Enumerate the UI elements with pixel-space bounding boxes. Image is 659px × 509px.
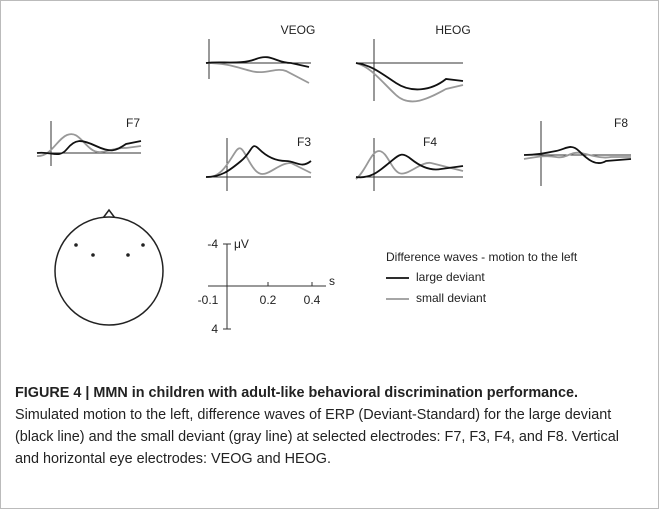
legend-title: Difference waves - motion to the left [386,250,578,264]
scale-label: 4 [211,322,218,336]
scale-unit: s [329,274,335,288]
panel-heog: HEOG [355,23,471,103]
panel-f8: F8 [523,116,632,186]
legend-label: small deviant [416,291,487,305]
legend-label: large deviant [416,270,485,284]
waveform [205,145,312,178]
scale-label: 0.4 [304,293,321,307]
scale-label: 0.2 [260,293,277,307]
caption: FIGURE 4 | MMN in children with adult-li… [15,382,645,470]
panel-label: F7 [126,116,140,130]
waveform [523,151,631,160]
scale-label: -4 [207,237,218,251]
waveform [355,62,464,91]
panel-veog: VEOG [205,23,316,84]
waveform [205,62,310,84]
waveform [523,146,632,164]
panel-f3: F3 [205,135,312,191]
waveform [355,62,464,103]
head-diagram [54,208,164,326]
panel-label: F3 [297,135,311,149]
panel-label: F8 [614,116,628,130]
scale-label: -0.1 [198,293,219,307]
waveform [355,153,464,179]
panel-label: VEOG [281,23,316,37]
panel-label: F4 [423,135,437,149]
panel-label: HEOG [435,23,470,37]
scale-bar: -4 μV 4 s -0.1 0.2 0.4 [198,237,335,336]
scale-unit: μV [234,237,249,251]
waveform [36,140,142,156]
panel-f7: F7 [36,116,142,166]
legend: Difference waves - motion to the left la… [386,250,578,305]
figure-graphic: VEOG HEOG F7 F3 F4 F8 [36,23,632,336]
panel-f4: F4 [355,135,464,191]
waveform [205,56,310,68]
caption-label: FIGURE 4 | MMN in children with adult-li… [15,385,578,401]
caption-text: Simulated motion to the left, difference… [15,407,619,467]
